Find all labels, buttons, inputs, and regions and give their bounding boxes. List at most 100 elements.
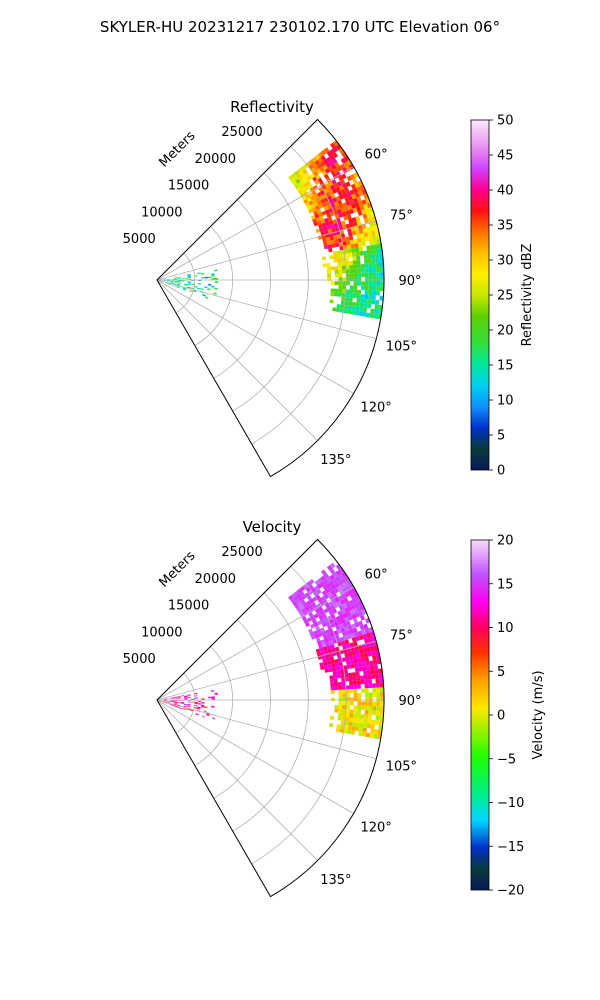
echo-cell: [187, 274, 191, 276]
echo-cell: [344, 673, 349, 678]
echo-cell: [214, 269, 218, 272]
echo-cell: [343, 597, 349, 604]
echo-cell: [341, 712, 346, 718]
echo-cell: [350, 730, 356, 735]
echo-cell: [322, 263, 327, 268]
echo-cell: [355, 726, 360, 732]
echo-cell: [214, 692, 219, 695]
echo-cell: [334, 281, 339, 286]
echo-cell: [334, 292, 339, 297]
echo-cell: [179, 707, 183, 710]
echo-cell: [331, 243, 336, 248]
echo-cell: [360, 718, 365, 724]
echo-cell: [341, 261, 346, 266]
echo-cell: [347, 725, 353, 731]
echo-cell: [345, 713, 350, 718]
echo-cell: [172, 285, 177, 288]
echo-cell: [363, 203, 369, 210]
echo-cell: [338, 273, 343, 278]
echo-cell: [368, 683, 373, 689]
echo-cell: [337, 610, 343, 616]
echo-cell: [325, 162, 332, 169]
echo-cell: [346, 244, 352, 250]
velocity-radial-label: Meters: [157, 548, 199, 590]
echo-cell: [332, 140, 339, 147]
echo-cell: [346, 281, 350, 286]
echo-cell: [363, 638, 369, 644]
echo-cell: [371, 235, 377, 241]
echo-cell: [337, 238, 343, 243]
echo-cell: [343, 155, 350, 162]
echo-cell: [170, 281, 174, 283]
echo-cell: [349, 285, 354, 290]
echo-cell: [304, 605, 310, 611]
echo-cell: [310, 195, 316, 201]
echo-cell: [369, 225, 375, 232]
echo-cell: [378, 720, 384, 726]
echo-cell: [355, 215, 361, 222]
echo-cell: [329, 236, 335, 241]
echo-cell: [326, 270, 331, 275]
echo-cell: [348, 235, 354, 241]
echo-cell: [361, 241, 367, 247]
echo-cell: [373, 244, 379, 250]
echo-cell: [358, 666, 364, 672]
echo-cell: [348, 583, 355, 590]
echo-cell: [170, 282, 174, 284]
echo-cell: [334, 662, 340, 668]
echo-cell: [354, 612, 360, 618]
echo-cell: [345, 269, 350, 274]
echo-cell: [339, 308, 344, 313]
echo-cell: [370, 650, 376, 656]
echo-cell: [342, 277, 347, 282]
echo-cell: [315, 217, 321, 222]
echo-cell: [343, 308, 348, 314]
echo-cell: [183, 705, 187, 708]
echo-cell: [339, 728, 344, 733]
echo-cell: [341, 296, 346, 302]
echo-cell: [331, 608, 338, 614]
echo-cell: [327, 244, 332, 249]
echo-cell: [361, 705, 366, 711]
echo-cell: [320, 650, 325, 656]
echo-cell: [344, 297, 350, 302]
echo-cell: [343, 215, 349, 221]
echo-cell: [343, 626, 349, 632]
echo-cell: [329, 148, 336, 155]
echo-cell: [338, 203, 344, 209]
echo-cell: [317, 157, 324, 164]
echo-cell: [305, 202, 311, 208]
echo-cell: [336, 208, 342, 215]
echo-cell: [355, 306, 360, 312]
echo-cell: [322, 634, 328, 640]
echo-cell: [378, 668, 383, 674]
echo-cell: [369, 312, 374, 319]
echo-cell: [319, 215, 325, 221]
echo-cell: [201, 715, 206, 718]
azimuth-tick-label: 105°: [386, 339, 417, 354]
echo-cell: [326, 564, 333, 571]
echo-cell: [345, 705, 350, 710]
echo-cell: [343, 161, 349, 168]
echo-cell: [374, 649, 380, 656]
echo-cell: [344, 187, 350, 193]
echo-cell: [167, 280, 171, 282]
echo-cell: [337, 579, 344, 586]
echo-cell: [350, 593, 356, 600]
echo-cell: [369, 664, 375, 670]
echo-cell: [308, 200, 314, 206]
echo-cell: [291, 592, 297, 599]
echo-cell: [367, 303, 372, 309]
echo-cell: [373, 309, 379, 315]
echo-cell: [316, 651, 322, 657]
echo-cell: [342, 241, 347, 246]
echo-cell: [334, 646, 340, 652]
echo-cell: [349, 199, 355, 205]
echo-cell: [335, 195, 341, 202]
echo-cell: [341, 631, 347, 637]
echo-cell: [330, 193, 336, 200]
echo-cell: [324, 637, 329, 643]
echo-cell: [349, 689, 354, 694]
echo-cell: [353, 697, 358, 702]
echo-cell: [340, 640, 346, 646]
